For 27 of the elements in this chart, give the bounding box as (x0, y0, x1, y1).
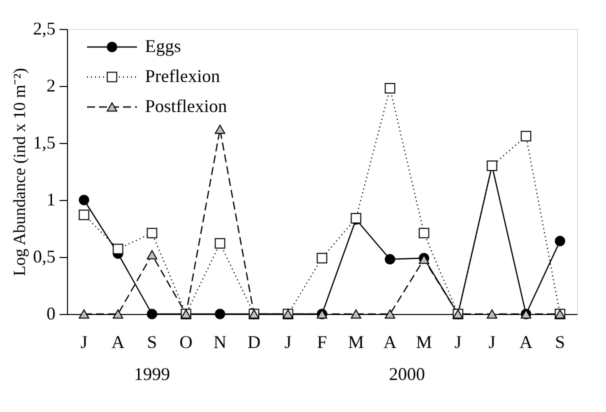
legend-label: Postflexion (145, 96, 228, 116)
x-tick-label: O (180, 332, 192, 352)
x-tick-label: M (416, 332, 432, 352)
x-tick-label: D (248, 332, 260, 352)
text: 1999 (134, 364, 170, 384)
y-tick-label: 2 (46, 76, 56, 96)
y-tick-label: 1 (46, 190, 56, 210)
x-tick-label: N (214, 332, 226, 352)
legend-label: Eggs (145, 36, 181, 56)
y-tick-label: 1,5 (33, 132, 56, 152)
x-tick-label: J (454, 332, 462, 352)
x-tick-label: J (488, 332, 496, 352)
text: 2000 (389, 364, 425, 384)
x-tick-label: S (146, 332, 158, 352)
legend-label: Preflexion (145, 66, 220, 86)
x-tick-label: S (554, 332, 566, 352)
x-tick-label: M (348, 332, 364, 352)
x-tick-label: A (384, 332, 396, 352)
x-tick-label: J (284, 332, 292, 352)
x-tick-label: F (316, 332, 328, 352)
x-tick-label: J (80, 332, 88, 352)
x-tick-label: A (112, 332, 124, 352)
y-tick-label: 0,5 (33, 246, 56, 266)
y-tick-label: 2,5 (33, 18, 56, 38)
x-tick-label: A (520, 332, 532, 352)
y-tick-label: 0 (46, 304, 56, 324)
y-axis-title: Log Abundance (ind x 10 m⁻²) (10, 68, 29, 276)
